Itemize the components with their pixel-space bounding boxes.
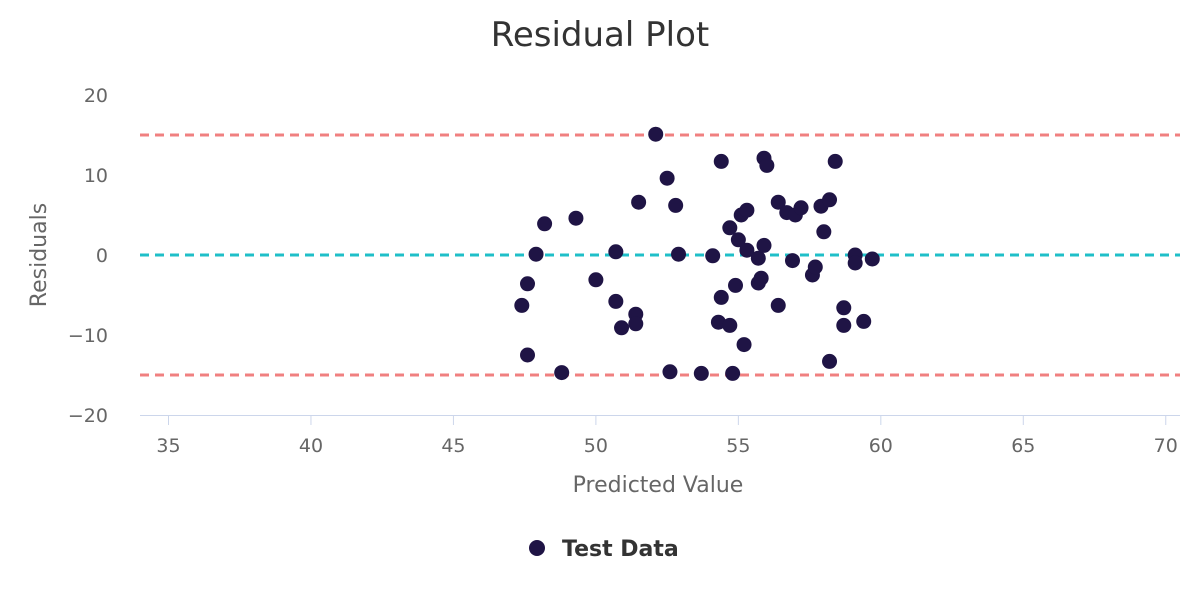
data-point[interactable] — [614, 320, 630, 336]
data-point[interactable] — [847, 255, 863, 271]
data-point[interactable] — [693, 365, 709, 381]
x-tick-label: 50 — [584, 435, 608, 457]
data-point[interactable] — [520, 347, 536, 363]
y-tick-label: 10 — [84, 165, 108, 187]
data-point[interactable] — [722, 317, 738, 333]
data-point[interactable] — [713, 153, 729, 169]
data-point[interactable] — [631, 194, 647, 210]
y-tick-label: −10 — [68, 325, 108, 347]
data-point[interactable] — [750, 250, 766, 266]
chart-title: Residual Plot — [491, 15, 709, 55]
x-tick-label: 35 — [156, 435, 180, 457]
data-point[interactable] — [827, 153, 843, 169]
data-point[interactable] — [662, 364, 678, 380]
data-point[interactable] — [836, 300, 852, 316]
data-point[interactable] — [739, 242, 755, 258]
y-tick-label: −20 — [68, 405, 108, 427]
data-point[interactable] — [648, 126, 664, 142]
data-point[interactable] — [588, 272, 604, 288]
data-point[interactable] — [705, 248, 721, 264]
data-point[interactable] — [725, 365, 741, 381]
data-point[interactable] — [816, 224, 832, 240]
data-point[interactable] — [822, 192, 838, 208]
data-point[interactable] — [822, 353, 838, 369]
data-point[interactable] — [514, 297, 530, 313]
data-points — [514, 126, 880, 381]
data-point[interactable] — [710, 314, 726, 330]
data-point[interactable] — [756, 237, 772, 253]
data-point[interactable] — [736, 337, 752, 353]
data-point[interactable] — [628, 316, 644, 332]
data-point[interactable] — [659, 170, 675, 186]
legend-marker-test-data[interactable] — [529, 540, 545, 556]
legend-label-test-data[interactable]: Test Data — [562, 537, 679, 562]
data-point[interactable] — [793, 200, 809, 216]
data-point[interactable] — [537, 216, 553, 232]
y-tick-label: 20 — [84, 85, 108, 107]
data-point[interactable] — [770, 297, 786, 313]
data-point[interactable] — [722, 220, 738, 236]
data-point[interactable] — [608, 244, 624, 260]
data-point[interactable] — [713, 289, 729, 305]
data-point[interactable] — [807, 259, 823, 275]
data-point[interactable] — [528, 246, 544, 262]
legend[interactable]: Test Data — [529, 537, 679, 562]
data-point[interactable] — [568, 210, 584, 226]
data-point[interactable] — [520, 276, 536, 292]
reference-lines — [140, 133, 1180, 377]
x-tick-label: 45 — [441, 435, 465, 457]
data-point[interactable] — [836, 317, 852, 333]
data-point[interactable] — [668, 197, 684, 213]
x-axis-ticks: 35 40 45 50 55 60 65 70 — [156, 415, 1178, 457]
data-point[interactable] — [759, 157, 775, 173]
y-axis-ticks: 20 10 0 −10 −20 — [68, 85, 108, 427]
data-point[interactable] — [554, 365, 570, 381]
data-point[interactable] — [784, 253, 800, 269]
data-point[interactable] — [608, 293, 624, 309]
y-axis-title: Residuals — [27, 203, 52, 307]
data-point[interactable] — [753, 270, 769, 286]
x-tick-label: 70 — [1154, 435, 1178, 457]
x-tick-label: 40 — [299, 435, 323, 457]
x-tick-label: 65 — [1011, 435, 1035, 457]
data-point[interactable] — [728, 277, 744, 293]
data-point[interactable] — [739, 202, 755, 218]
x-tick-label: 60 — [869, 435, 893, 457]
y-tick-label: 0 — [96, 245, 108, 267]
x-tick-label: 55 — [726, 435, 750, 457]
data-point[interactable] — [770, 194, 786, 210]
data-point[interactable] — [864, 251, 880, 267]
x-axis-title: Predicted Value — [573, 473, 744, 498]
data-point[interactable] — [730, 232, 746, 248]
data-point[interactable] — [856, 313, 872, 329]
data-point[interactable] — [671, 246, 687, 262]
